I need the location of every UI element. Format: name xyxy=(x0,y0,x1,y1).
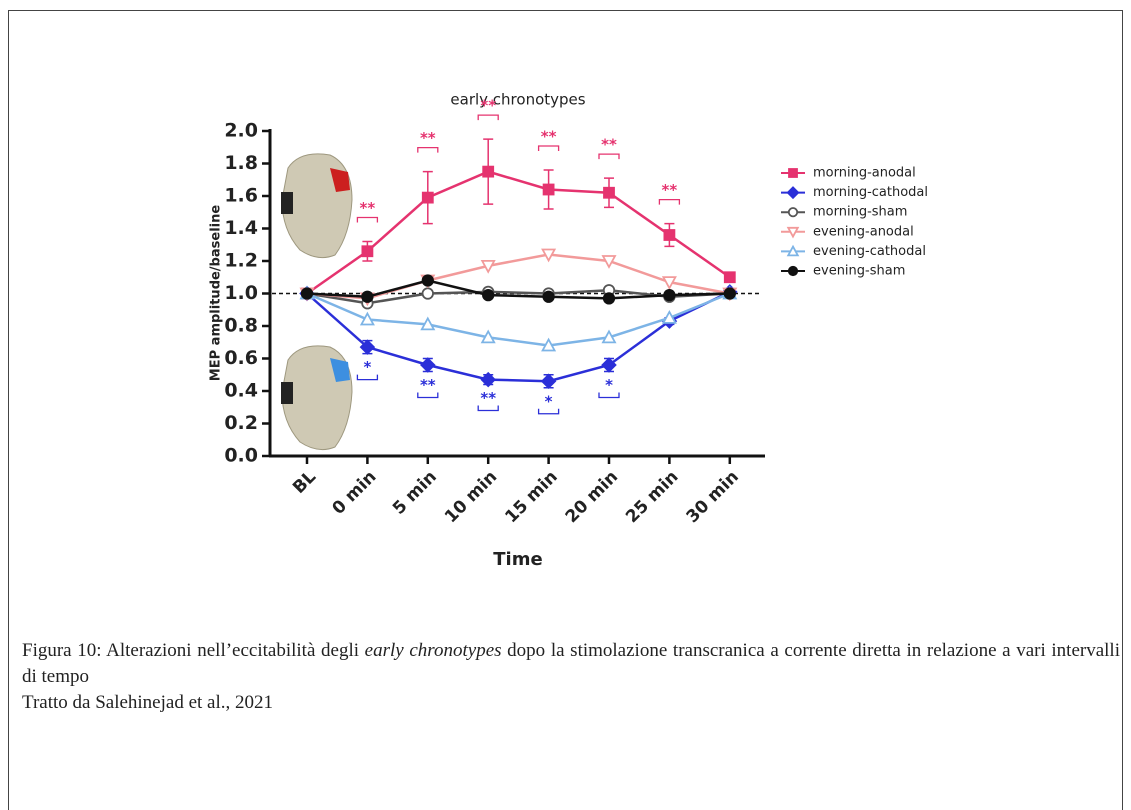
significance-bracket xyxy=(659,200,679,205)
caption: Figura 10: Alterazioni nell’eccitabilità… xyxy=(22,638,1120,716)
data-point xyxy=(543,292,554,303)
data-point xyxy=(483,167,493,177)
y-tick-label: 0.8 xyxy=(224,315,258,337)
legend-label: morning-anodal xyxy=(813,166,916,181)
x-tick-label: 20 min xyxy=(562,467,622,527)
significance-label: * xyxy=(605,376,613,394)
significance-label: ** xyxy=(360,199,376,217)
data-point xyxy=(423,288,434,299)
x-tick-label: 15 min xyxy=(501,467,561,527)
page: early chronotypes Time MEP amplitude/bas… xyxy=(0,0,1131,796)
significance-label: * xyxy=(363,358,371,376)
legend-label: evening-cathodal xyxy=(813,244,926,259)
data-point xyxy=(664,290,675,301)
significance-label: * xyxy=(545,392,553,410)
data-point xyxy=(725,272,735,282)
data-point xyxy=(604,293,615,304)
legend-marker xyxy=(789,267,797,275)
legend-marker xyxy=(788,187,798,197)
significance-label: ** xyxy=(480,97,496,115)
data-point xyxy=(664,230,674,240)
y-tick-label: 1.4 xyxy=(224,217,258,239)
y-tick-label: 0.2 xyxy=(224,412,258,434)
x-tick-label: 0 min xyxy=(329,467,381,519)
chart-title: early chronotypes xyxy=(450,91,585,109)
significance-bracket xyxy=(357,218,377,223)
significance-label: ** xyxy=(541,128,557,146)
data-point xyxy=(483,290,494,301)
data-point xyxy=(725,288,736,299)
significance-label: ** xyxy=(601,136,617,154)
chart: early chronotypes Time MEP amplitude/bas… xyxy=(0,0,1131,620)
head-icon-bottom xyxy=(281,346,352,450)
significance-label: ** xyxy=(420,376,436,394)
legend-label: evening-anodal xyxy=(813,224,914,239)
data-point xyxy=(423,275,434,286)
data-point xyxy=(362,246,372,256)
significance-label: ** xyxy=(480,389,496,407)
y-tick-label: 0.6 xyxy=(224,347,258,369)
y-tick-label: 1.2 xyxy=(224,250,258,272)
legend-marker xyxy=(789,169,797,177)
caption-source: Tratto da Salehinejad et al., 2021 xyxy=(22,692,273,713)
y-tick-label: 1.0 xyxy=(224,282,258,304)
y-tick-label: 0.4 xyxy=(224,380,258,402)
significance-bracket xyxy=(599,154,619,159)
significance-label: ** xyxy=(420,129,436,147)
caption-italic: early chronotypes xyxy=(365,640,502,661)
x-tick-label: 5 min xyxy=(389,467,441,519)
data-point xyxy=(302,288,313,299)
significance-bracket xyxy=(478,115,498,120)
data-point xyxy=(362,292,373,303)
x-axis-label: Time xyxy=(493,549,542,570)
significance-bracket xyxy=(418,148,438,153)
legend-marker xyxy=(788,247,798,256)
legend-marker xyxy=(789,208,797,216)
y-axis-label: MEP amplitude/baseline xyxy=(209,205,224,382)
y-tick-label: 0.0 xyxy=(224,445,258,467)
legend-label: evening-sham xyxy=(813,264,905,279)
x-tick-label: BL xyxy=(289,467,320,498)
y-tick-label: 2.0 xyxy=(224,120,258,142)
significance-bracket xyxy=(539,146,559,151)
legend-marker xyxy=(788,228,798,237)
y-tick-label: 1.6 xyxy=(224,185,258,207)
significance-label: ** xyxy=(662,181,678,199)
data-point xyxy=(421,359,434,372)
legend-label: morning-sham xyxy=(813,205,907,220)
x-tick-label: 25 min xyxy=(622,467,682,527)
data-point xyxy=(604,188,614,198)
x-tick-label: 30 min xyxy=(683,467,743,527)
data-point xyxy=(423,193,433,203)
head-icon-top xyxy=(281,154,352,258)
data-point xyxy=(544,185,554,195)
caption-text: Figura 10: Alterazioni nell’eccitabilità… xyxy=(22,640,365,661)
legend-label: morning-cathodal xyxy=(813,185,928,200)
data-point xyxy=(542,375,555,388)
x-tick-label: 10 min xyxy=(441,467,501,527)
y-tick-label: 1.8 xyxy=(224,152,258,174)
